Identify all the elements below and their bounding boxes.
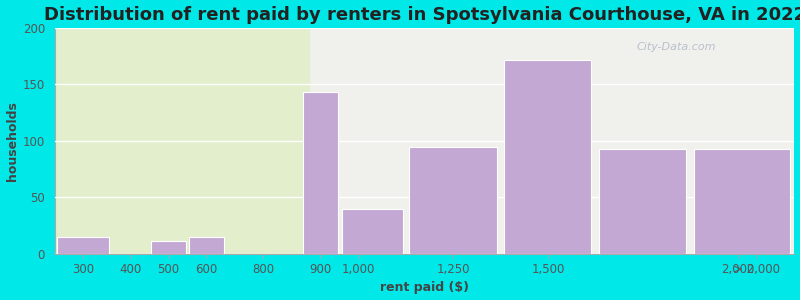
- Text: City-Data.com: City-Data.com: [636, 43, 716, 52]
- Bar: [504, 59, 591, 254]
- Bar: [54, 22, 309, 254]
- Bar: [57, 237, 110, 254]
- Bar: [694, 149, 790, 254]
- Bar: [342, 209, 403, 254]
- Bar: [302, 92, 338, 254]
- Y-axis label: households: households: [6, 101, 18, 181]
- Title: Distribution of rent paid by renters in Spotsylvania Courthouse, VA in 2022: Distribution of rent paid by renters in …: [43, 6, 800, 24]
- X-axis label: rent paid ($): rent paid ($): [380, 281, 469, 294]
- Bar: [410, 146, 497, 254]
- Bar: [599, 149, 686, 254]
- Bar: [189, 237, 224, 254]
- Bar: [151, 242, 186, 254]
